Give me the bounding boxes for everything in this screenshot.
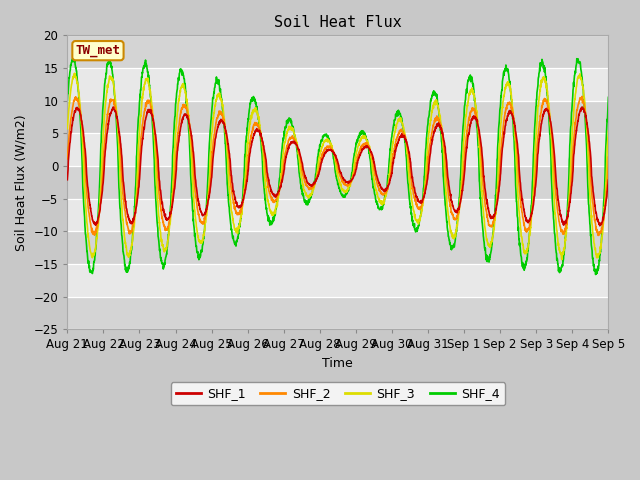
SHF_2 [557,225,564,230]
SHF_3 [71,71,79,76]
Line: SHF_2: SHF_2 [67,96,609,236]
Bar [67,101,609,133]
Bar [67,68,609,101]
Text: TW_met: TW_met [76,44,120,57]
SHF_1 [557,211,564,217]
SHF_1 [353,160,361,166]
Y-axis label: Soil Heat Flux (W/m2): Soil Heat Flux (W/m2) [15,114,28,251]
SHF_3 [63,126,71,132]
SHF_4 [69,54,77,60]
SHF_2 [495,179,502,185]
SHF_4 [495,120,503,126]
SHF_4 [605,95,612,100]
SHF_1 [495,189,502,194]
X-axis label: Time: Time [323,357,353,370]
SHF_2 [365,144,373,150]
SHF_2 [353,154,361,160]
SHF_4 [63,100,71,106]
SHF_4 [354,139,362,144]
Bar [67,264,609,297]
SHF_2 [572,119,579,124]
SHF_3 [214,92,222,97]
SHF_1 [572,135,579,141]
Bar [67,199,609,231]
SHF_4 [365,150,373,156]
SHF_2 [595,233,602,239]
SHF_1 [63,177,71,182]
SHF_4 [592,272,600,277]
SHF_2 [578,94,586,99]
SHF_2 [63,156,71,162]
Line: SHF_1: SHF_1 [67,107,609,226]
SHF_3 [605,128,612,134]
SHF_2 [605,154,612,160]
SHF_1 [214,123,222,129]
SHF_1 [596,223,604,229]
Bar [67,231,609,264]
SHF_3 [558,257,566,263]
SHF_4 [572,65,580,71]
SHF_3 [495,149,503,155]
Title: Soil Heat Flux: Soil Heat Flux [274,15,402,30]
SHF_3 [365,144,373,150]
Bar [67,166,609,199]
SHF_2 [214,112,222,118]
Bar [67,36,609,68]
Line: SHF_3: SHF_3 [67,73,609,260]
SHF_3 [354,146,362,152]
SHF_3 [572,87,580,93]
SHF_1 [365,146,373,152]
Bar [67,133,609,166]
SHF_4 [557,266,564,272]
Legend: SHF_1, SHF_2, SHF_3, SHF_4: SHF_1, SHF_2, SHF_3, SHF_4 [171,383,505,406]
SHF_4 [214,80,222,85]
Line: SHF_4: SHF_4 [67,57,609,275]
SHF_3 [557,252,564,257]
SHF_1 [578,104,586,110]
SHF_1 [605,177,612,183]
Bar [67,297,609,329]
